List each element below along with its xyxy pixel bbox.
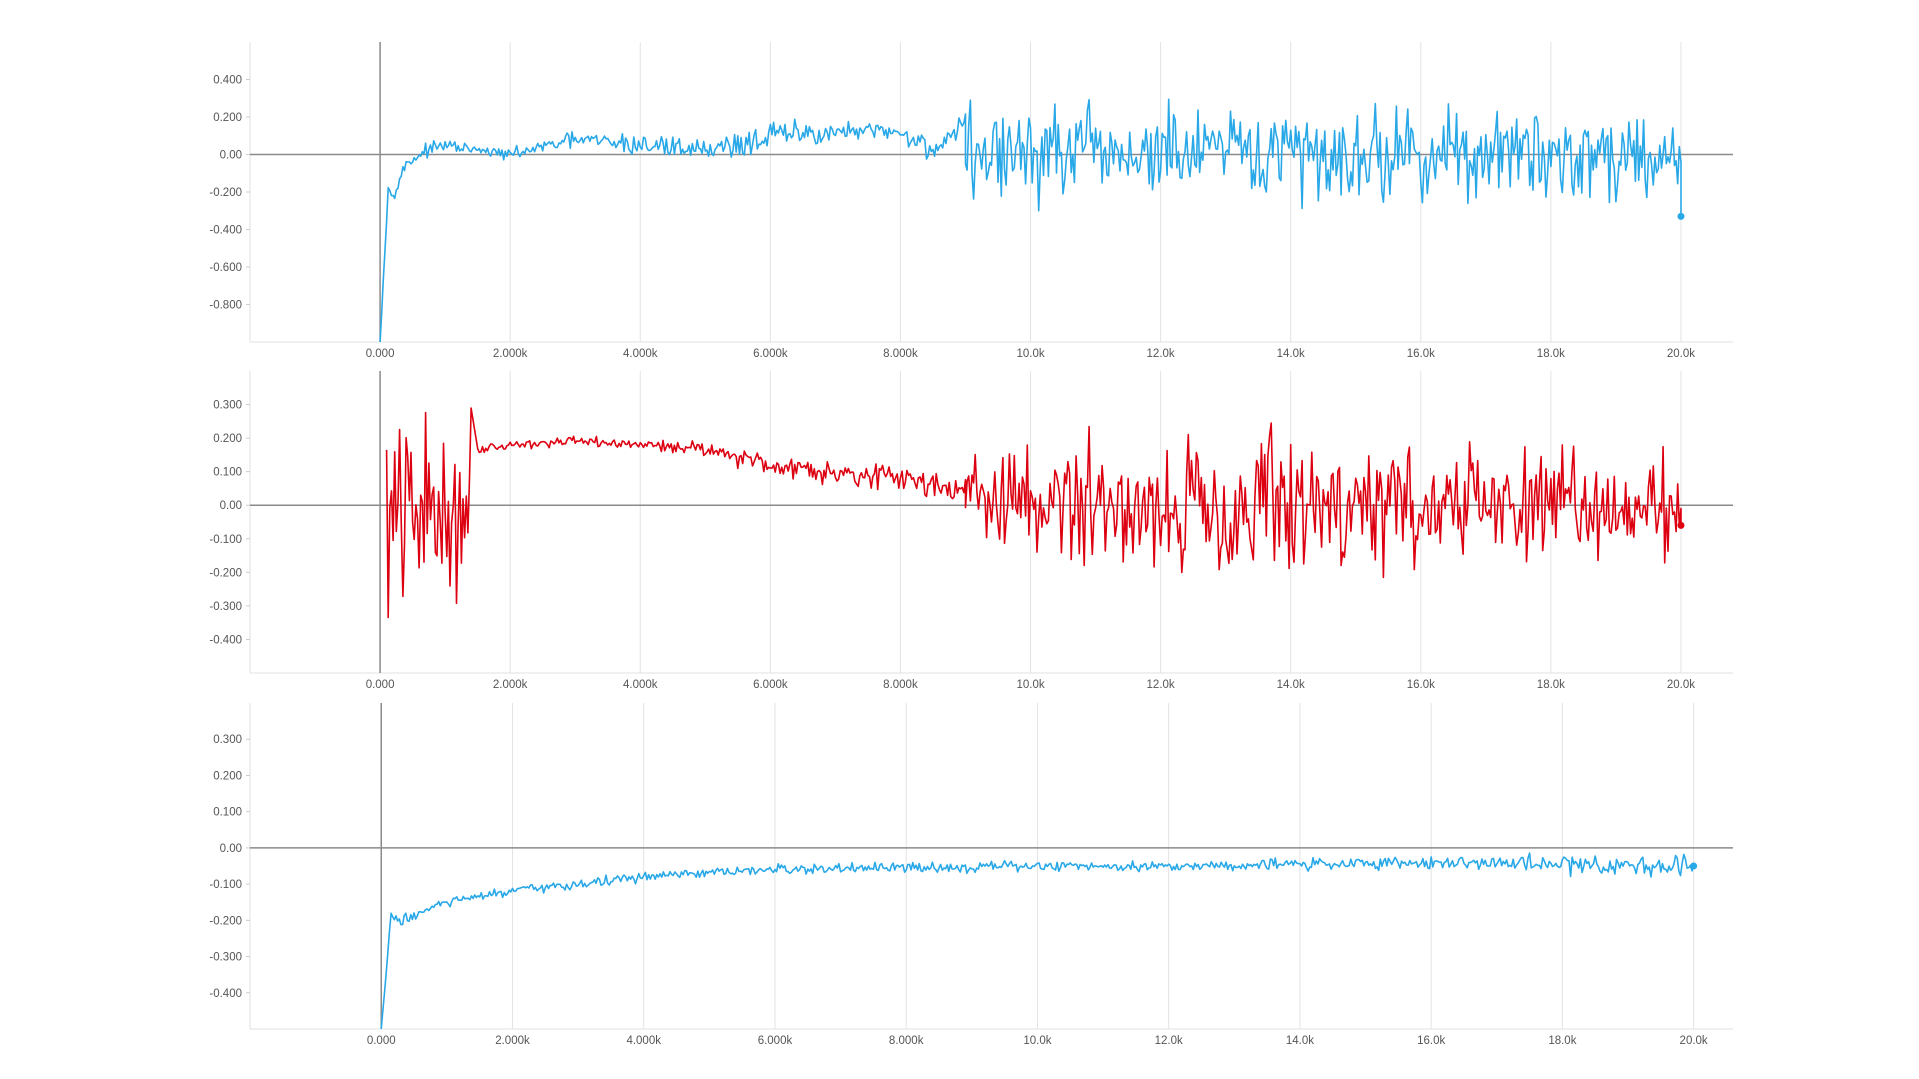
chart-panel-1: 0.400 0.200 0.00 -0.200 -0.400 -0.600 -0.800 0.…	[209, 42, 1733, 360]
x-tick-label: 4.000k	[623, 679, 658, 691]
x-tick-label: 0.000	[366, 348, 395, 360]
y-tick-label: -0.400	[209, 225, 242, 237]
x-tick-label: 8.000k	[889, 1035, 924, 1047]
y-tick-label: -0.800	[209, 300, 242, 312]
x-tick-label: 2.000k	[493, 679, 528, 691]
x-tick-label: 6.000k	[753, 348, 788, 360]
y-tick-label: 0.100	[213, 467, 242, 479]
x-tick-label: 10.0k	[1016, 679, 1044, 691]
y-tick-label: -0.200	[209, 915, 242, 927]
y-tick-label: 0.400	[213, 75, 242, 87]
x-tick-label: 2.000k	[495, 1035, 530, 1047]
x-tick-label: 12.0k	[1147, 679, 1175, 691]
series-line	[385, 407, 1682, 619]
chart-panel-3: 0.300 0.200 0.100 0.00 -0.100 -0.200 -0.300 -0.…	[209, 703, 1733, 1047]
x-tick-label: 20.0k	[1680, 1035, 1708, 1047]
x-tick-label: 18.0k	[1537, 679, 1565, 691]
y-tick-label: 0.00	[220, 843, 242, 855]
y-tick-label: 0.100	[213, 807, 242, 819]
y-tick-label: -0.200	[209, 187, 242, 199]
y-tick-label: 0.200	[213, 770, 242, 782]
x-tick-label: 4.000k	[623, 348, 658, 360]
x-tick-label: 12.0k	[1155, 1035, 1183, 1047]
x-tick-label: 14.0k	[1277, 679, 1305, 691]
y-tick-label: 0.300	[213, 400, 242, 412]
series-line	[380, 852, 1695, 1030]
y-tick-label: -0.300	[209, 952, 242, 964]
series-end-point	[1677, 212, 1685, 220]
x-tick-label: 10.0k	[1016, 348, 1044, 360]
y-tick-label: -0.200	[209, 567, 242, 579]
x-tick-label: 16.0k	[1407, 679, 1435, 691]
chart-panel-2: 0.300 0.200 0.100 0.00 -0.100 -0.200 -0.300 -0.…	[209, 371, 1733, 691]
x-tick-label: 8.000k	[883, 679, 918, 691]
y-tick-label: -0.400	[209, 988, 242, 1000]
y-tick-label: -0.600	[209, 262, 242, 274]
x-tick-label: 6.000k	[758, 1035, 793, 1047]
x-tick-label: 20.0k	[1667, 679, 1695, 691]
x-tick-label: 0.000	[366, 679, 395, 691]
y-tick-label: -0.100	[209, 879, 242, 891]
x-tick-label: 18.0k	[1537, 348, 1565, 360]
series-end-point	[1677, 521, 1685, 529]
y-tick-label: 0.00	[220, 500, 242, 512]
x-tick-label: 10.0k	[1023, 1035, 1051, 1047]
y-tick-label: -0.400	[209, 634, 242, 646]
x-tick-label: 14.0k	[1277, 348, 1305, 360]
x-tick-label: 20.0k	[1667, 348, 1695, 360]
y-tick-label: 0.300	[213, 734, 242, 746]
series-end-point	[1690, 862, 1698, 870]
x-tick-label: 16.0k	[1417, 1035, 1445, 1047]
y-tick-label: 0.200	[213, 433, 242, 445]
x-tick-label: 6.000k	[753, 679, 788, 691]
y-tick-label: -0.100	[209, 534, 242, 546]
y-tick-label: 0.00	[220, 150, 242, 162]
x-tick-label: 8.000k	[883, 348, 918, 360]
x-tick-label: 4.000k	[626, 1035, 661, 1047]
x-tick-label: 0.000	[367, 1035, 396, 1047]
x-tick-label: 2.000k	[493, 348, 528, 360]
x-tick-label: 18.0k	[1548, 1035, 1576, 1047]
series-line	[379, 98, 1682, 343]
x-tick-label: 16.0k	[1407, 348, 1435, 360]
y-tick-label: -0.300	[209, 601, 242, 613]
x-tick-label: 14.0k	[1286, 1035, 1314, 1047]
y-tick-label: 0.200	[213, 112, 242, 124]
x-tick-label: 12.0k	[1147, 348, 1175, 360]
